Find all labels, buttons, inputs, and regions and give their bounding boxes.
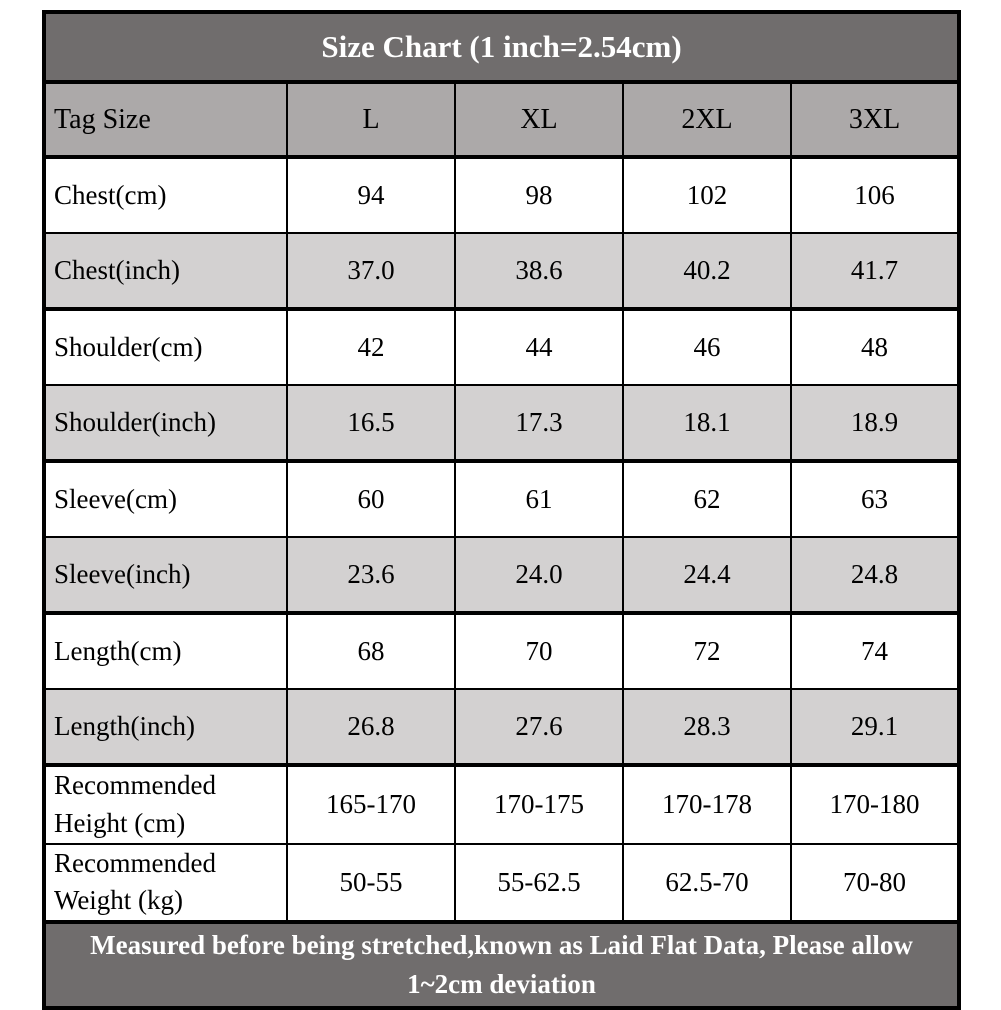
size-cell: 63 <box>789 460 961 538</box>
size-cell: 29.1 <box>789 688 961 767</box>
row-label: Length(inch) <box>43 688 288 767</box>
size-cell: 16.5 <box>286 384 456 463</box>
size-chart-table: Size Chart (1 inch=2.54cm) Tag Size L XL… <box>42 10 962 1010</box>
measurement-footnote: Measured before being stretched,known as… <box>42 921 961 1010</box>
size-cell: 41.7 <box>789 232 961 311</box>
size-cell: 74 <box>789 612 961 690</box>
table-row: Shoulder(inch) 16.5 17.3 18.1 18.9 <box>43 384 961 463</box>
table-row: Chest(inch) 37.0 38.6 40.2 41.7 <box>43 232 961 311</box>
size-cell: 62.5-70 <box>622 842 792 925</box>
size-cell: 28.3 <box>622 688 792 767</box>
size-cell: 60 <box>286 460 456 538</box>
table-row: Sleeve(inch) 23.6 24.0 24.4 24.8 <box>43 536 961 615</box>
column-header-size-3xl: 3XL <box>789 81 961 159</box>
size-cell: 24.4 <box>622 536 792 615</box>
size-cell: 18.9 <box>789 384 961 463</box>
size-cell: 62 <box>622 460 792 538</box>
table-row: Recommended Height (cm) 165-170 170-175 … <box>43 764 961 845</box>
table-row: Measured before being stretched,known as… <box>42 921 961 1010</box>
size-cell: 165-170 <box>286 764 456 845</box>
row-label: Length(cm) <box>43 612 288 690</box>
size-cell: 70-80 <box>789 842 961 925</box>
size-cell: 38.6 <box>454 232 624 311</box>
table-row: Length(cm) 68 70 72 74 <box>43 612 961 690</box>
size-cell: 23.6 <box>286 536 456 615</box>
table-row: Recommended Weight (kg) 50-55 55-62.5 62… <box>43 842 961 925</box>
size-cell: 24.8 <box>789 536 961 615</box>
row-label: Recommended Height (cm) <box>43 764 288 845</box>
size-cell: 44 <box>454 308 624 386</box>
size-cell: 72 <box>622 612 792 690</box>
chart-title: Size Chart (1 inch=2.54cm) <box>42 11 961 84</box>
table-row: Shoulder(cm) 42 44 46 48 <box>43 308 961 386</box>
column-header-size-2xl: 2XL <box>622 81 792 159</box>
row-label: Sleeve(cm) <box>43 460 288 538</box>
size-cell: 170-175 <box>454 764 624 845</box>
column-header-size-l: L <box>286 81 456 159</box>
size-cell: 102 <box>622 156 792 234</box>
size-cell: 68 <box>286 612 456 690</box>
size-cell: 170-178 <box>622 764 792 845</box>
row-label: Recommended Weight (kg) <box>43 842 288 925</box>
size-cell: 70 <box>454 612 624 690</box>
size-cell: 26.8 <box>286 688 456 767</box>
size-cell: 27.6 <box>454 688 624 767</box>
size-cell: 61 <box>454 460 624 538</box>
table-row: Length(inch) 26.8 27.6 28.3 29.1 <box>43 688 961 767</box>
size-cell: 24.0 <box>454 536 624 615</box>
size-cell: 98 <box>454 156 624 234</box>
row-label: Chest(cm) <box>43 156 288 234</box>
size-cell: 46 <box>622 308 792 386</box>
size-cell: 48 <box>789 308 961 386</box>
size-cell: 94 <box>286 156 456 234</box>
size-cell: 37.0 <box>286 232 456 311</box>
column-header-tag-size: Tag Size <box>43 81 288 159</box>
size-cell: 50-55 <box>286 842 456 925</box>
size-cell: 170-180 <box>789 764 961 845</box>
column-header-size-xl: XL <box>454 81 624 159</box>
size-chart-container: Size Chart (1 inch=2.54cm) Tag Size L XL… <box>42 10 962 1010</box>
size-cell: 55-62.5 <box>454 842 624 925</box>
size-cell: 42 <box>286 308 456 386</box>
size-cell: 17.3 <box>454 384 624 463</box>
table-row: Sleeve(cm) 60 61 62 63 <box>43 460 961 538</box>
row-label: Shoulder(inch) <box>43 384 288 463</box>
size-cell: 40.2 <box>622 232 792 311</box>
table-row: Size Chart (1 inch=2.54cm) <box>42 11 961 84</box>
row-label: Chest(inch) <box>43 232 288 311</box>
table-row: Chest(cm) 94 98 102 106 <box>43 156 961 234</box>
table-header-row: Tag Size L XL 2XL 3XL <box>43 81 961 159</box>
size-cell: 18.1 <box>622 384 792 463</box>
size-cell: 106 <box>789 156 961 234</box>
row-label: Shoulder(cm) <box>43 308 288 386</box>
row-label: Sleeve(inch) <box>43 536 288 615</box>
